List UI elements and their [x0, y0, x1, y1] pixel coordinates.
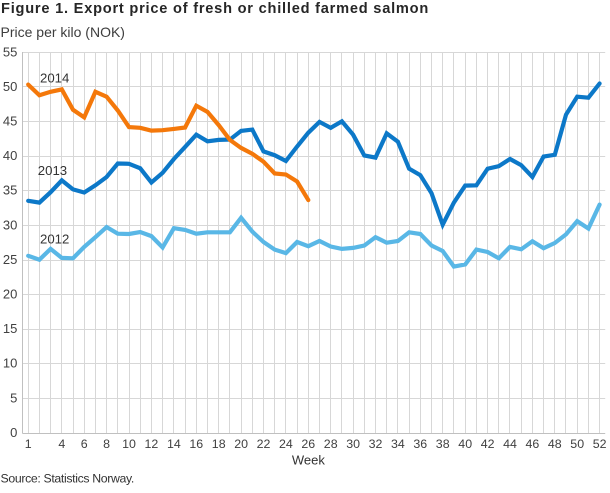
svg-text:Price per kilo (NOK): Price per kilo (NOK): [1, 24, 125, 40]
svg-text:22: 22: [257, 437, 271, 451]
svg-text:42: 42: [481, 437, 495, 451]
svg-text:4: 4: [58, 437, 65, 451]
svg-text:48: 48: [548, 437, 562, 451]
svg-text:6: 6: [81, 437, 88, 451]
svg-text:Source: Statistics Norway.: Source: Statistics Norway.: [1, 471, 135, 485]
svg-text:55: 55: [3, 44, 17, 59]
svg-text:2014: 2014: [40, 71, 69, 86]
svg-text:5: 5: [10, 390, 17, 405]
svg-text:50: 50: [3, 79, 17, 94]
svg-text:32: 32: [369, 437, 383, 451]
svg-text:15: 15: [3, 321, 17, 336]
svg-text:18: 18: [212, 437, 226, 451]
svg-text:2013: 2013: [38, 163, 67, 178]
svg-text:46: 46: [526, 437, 540, 451]
svg-text:2012: 2012: [40, 232, 69, 247]
svg-text:30: 30: [346, 437, 360, 451]
svg-text:10: 10: [122, 437, 136, 451]
svg-text:12: 12: [145, 437, 159, 451]
svg-text:1: 1: [25, 437, 32, 451]
svg-text:10: 10: [3, 356, 17, 371]
svg-text:16: 16: [189, 437, 203, 451]
svg-text:25: 25: [3, 252, 17, 267]
svg-text:14: 14: [167, 437, 181, 451]
svg-text:40: 40: [3, 148, 17, 163]
svg-text:20: 20: [234, 437, 248, 451]
svg-text:8: 8: [103, 437, 110, 451]
svg-text:36: 36: [413, 437, 427, 451]
svg-text:35: 35: [3, 183, 17, 198]
svg-text:38: 38: [436, 437, 450, 451]
svg-text:52: 52: [593, 437, 607, 451]
svg-text:26: 26: [301, 437, 315, 451]
svg-text:0: 0: [10, 425, 17, 440]
svg-text:30: 30: [3, 217, 17, 232]
svg-text:20: 20: [3, 287, 17, 302]
svg-text:28: 28: [324, 437, 338, 451]
svg-text:50: 50: [570, 437, 584, 451]
svg-text:Week: Week: [292, 452, 325, 467]
svg-text:40: 40: [458, 437, 472, 451]
svg-text:45: 45: [3, 114, 17, 129]
svg-text:Figure 1. Export price of fres: Figure 1. Export price of fresh or chill…: [1, 1, 429, 17]
svg-text:34: 34: [391, 437, 405, 451]
svg-text:24: 24: [279, 437, 293, 451]
svg-text:44: 44: [503, 437, 517, 451]
